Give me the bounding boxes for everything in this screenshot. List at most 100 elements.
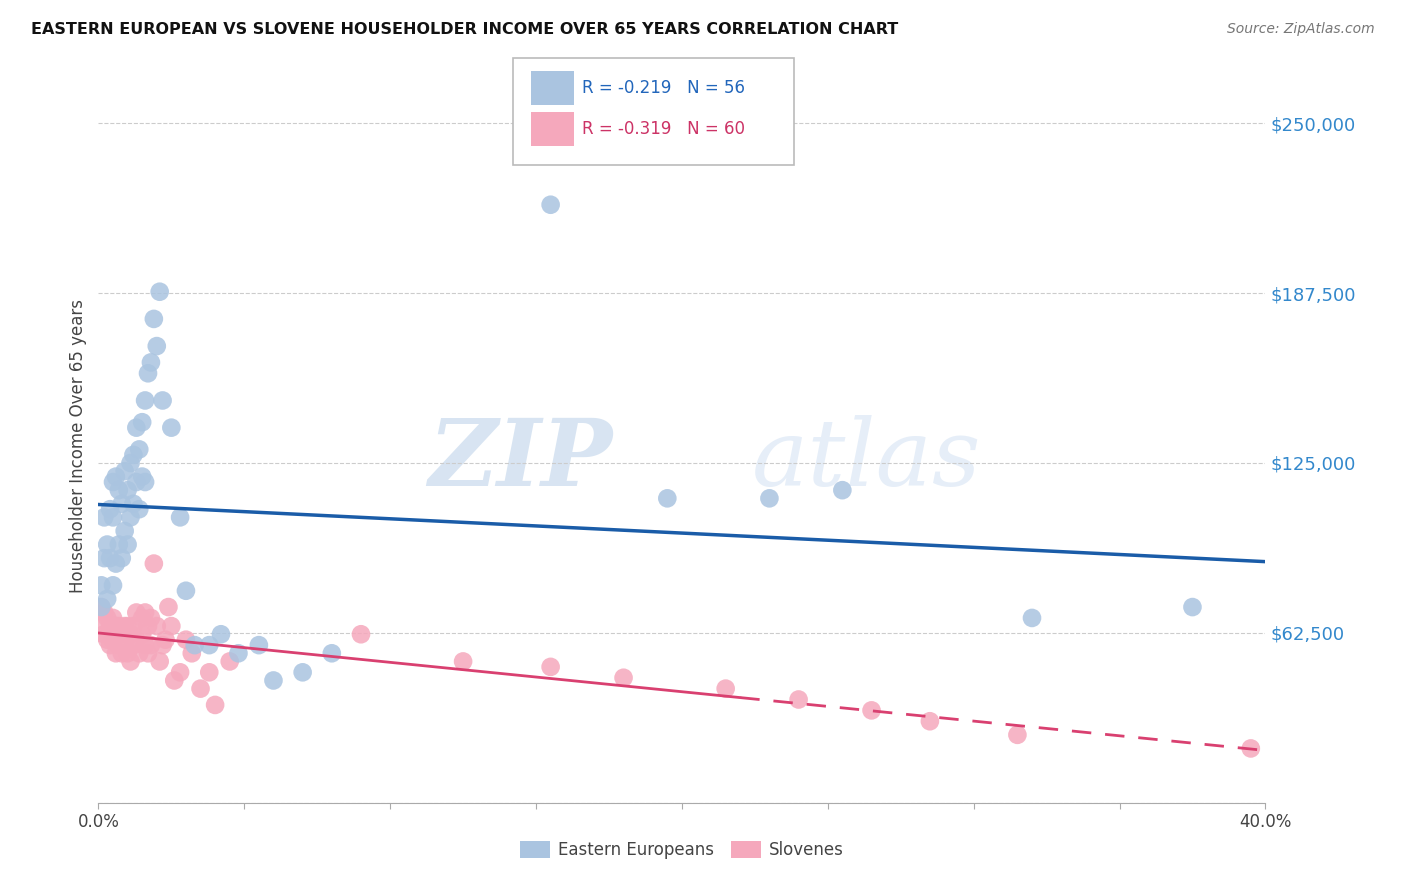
Point — [1021, 611, 1043, 625]
Point — [120, 456, 142, 470]
Point — [117, 537, 139, 551]
Text: R = -0.219   N = 56: R = -0.219 N = 56 — [582, 79, 745, 97]
Point — [108, 483, 131, 498]
Point — [209, 627, 232, 641]
Point — [90, 578, 112, 592]
Point — [111, 627, 134, 641]
Point — [204, 698, 226, 712]
Point — [114, 524, 136, 538]
Point — [93, 606, 115, 620]
Point — [98, 638, 121, 652]
Point — [174, 583, 197, 598]
Point — [111, 551, 134, 566]
Point — [163, 673, 186, 688]
Point — [125, 632, 148, 647]
Point — [98, 551, 121, 566]
Point — [96, 611, 118, 625]
Point — [612, 671, 634, 685]
Point — [139, 355, 162, 369]
Point — [218, 655, 240, 669]
Point — [98, 619, 121, 633]
Point — [104, 557, 127, 571]
Point — [101, 578, 124, 592]
Point — [122, 448, 145, 462]
Point — [93, 510, 115, 524]
Point — [160, 420, 183, 434]
Point — [1181, 600, 1204, 615]
Legend: Eastern Europeans, Slovenes: Eastern Europeans, Slovenes — [513, 834, 851, 866]
Point — [122, 619, 145, 633]
Point — [139, 638, 162, 652]
Point — [101, 611, 124, 625]
Point — [117, 646, 139, 660]
Point — [93, 551, 115, 566]
Point — [131, 469, 153, 483]
Point — [291, 665, 314, 680]
Point — [160, 619, 183, 633]
Point — [114, 638, 136, 652]
Point — [321, 646, 343, 660]
Point — [1240, 741, 1263, 756]
Point — [174, 632, 197, 647]
Point — [136, 366, 159, 380]
Point — [169, 510, 191, 524]
Point — [169, 665, 191, 680]
Point — [157, 600, 180, 615]
Point — [142, 312, 165, 326]
Point — [128, 646, 150, 660]
Point — [149, 655, 172, 669]
Point — [114, 464, 136, 478]
Point — [198, 638, 221, 652]
Point — [111, 646, 134, 660]
Point — [120, 627, 142, 641]
Point — [134, 606, 156, 620]
Point — [155, 632, 177, 647]
Point — [131, 415, 153, 429]
Point — [128, 442, 150, 457]
Point — [117, 483, 139, 498]
Point — [96, 537, 118, 551]
Point — [98, 502, 121, 516]
Point — [104, 619, 127, 633]
Text: atlas: atlas — [752, 416, 981, 505]
Point — [131, 611, 153, 625]
Point — [152, 638, 174, 652]
Y-axis label: Householder Income Over 65 years: Householder Income Over 65 years — [69, 299, 87, 593]
Point — [125, 420, 148, 434]
Point — [228, 646, 250, 660]
Point — [104, 646, 127, 660]
Point — [101, 632, 124, 647]
Point — [108, 619, 131, 633]
Point — [104, 469, 127, 483]
Point — [96, 591, 118, 606]
Point — [183, 638, 205, 652]
Point — [190, 681, 212, 696]
Text: Source: ZipAtlas.com: Source: ZipAtlas.com — [1227, 22, 1375, 37]
Point — [122, 497, 145, 511]
Point — [787, 692, 810, 706]
Point — [114, 619, 136, 633]
Point — [134, 393, 156, 408]
Point — [146, 339, 169, 353]
Point — [117, 619, 139, 633]
Point — [142, 557, 165, 571]
Point — [90, 600, 112, 615]
Point — [714, 681, 737, 696]
Text: R = -0.319   N = 60: R = -0.319 N = 60 — [582, 120, 745, 138]
Point — [152, 393, 174, 408]
Point — [657, 491, 679, 506]
Point — [128, 502, 150, 516]
Point — [93, 627, 115, 641]
Point — [90, 600, 112, 615]
Point — [125, 475, 148, 489]
Point — [139, 611, 162, 625]
Text: ZIP: ZIP — [427, 416, 612, 505]
Point — [262, 673, 284, 688]
Point — [131, 627, 153, 641]
Point — [198, 665, 221, 680]
Point — [120, 655, 142, 669]
Point — [134, 638, 156, 652]
Point — [1007, 728, 1029, 742]
Point — [918, 714, 941, 729]
Point — [108, 638, 131, 652]
